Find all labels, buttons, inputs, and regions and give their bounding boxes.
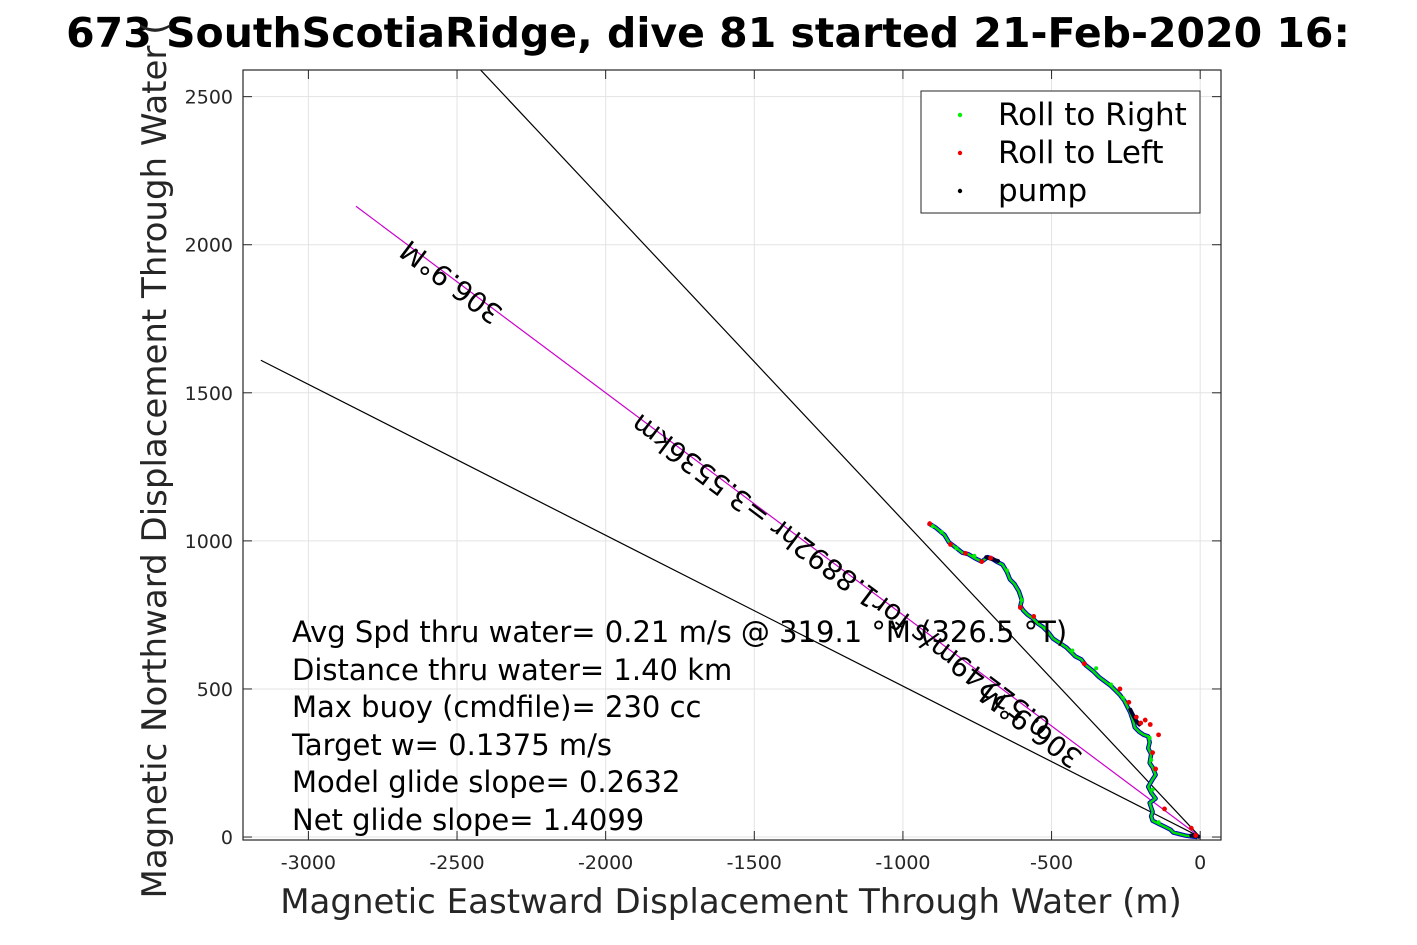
y-tick-label: 1000 xyxy=(185,531,233,553)
reference-line xyxy=(260,359,1201,838)
x-tick-label: -2000 xyxy=(578,852,633,874)
roll-left-point xyxy=(988,555,994,561)
roll-right-point xyxy=(1058,641,1063,646)
roll-right-point xyxy=(1147,735,1152,740)
legend-box xyxy=(920,90,1201,214)
track-line xyxy=(927,522,1198,839)
roll-left-point xyxy=(1081,661,1087,667)
x-tick-label: -2500 xyxy=(429,852,484,874)
x-tick-label: -3000 xyxy=(281,852,336,874)
roll-left-point xyxy=(979,559,985,565)
stats-block: Avg Spd thru water= 0.21 m/s @ 319.1 °M … xyxy=(291,615,1067,837)
roll-left-point xyxy=(1147,722,1153,727)
roll-right-point xyxy=(939,530,944,534)
axis-ticks: -3000 -2500 -2000 -1500 -1000 -500 0 0 500 1000 15… xyxy=(185,70,1221,874)
legend-marker-roll-left xyxy=(957,150,963,156)
roll-left-point xyxy=(1017,605,1023,610)
roll-right-point xyxy=(972,553,977,558)
stat-target-w: Target w= 0.1375 m/s xyxy=(291,728,612,762)
grid-lines xyxy=(243,70,1221,840)
roll-left-point xyxy=(1153,766,1159,772)
dive-track xyxy=(927,521,1201,840)
roll-right-point xyxy=(930,524,935,529)
stat-model-glide-slope: Model glide slope= 0.2632 xyxy=(292,765,680,799)
roll-right-point xyxy=(1109,682,1114,687)
roll-right-point xyxy=(1019,598,1024,603)
stat-max-buoy: Max buoy (cmdfile)= 230 cc xyxy=(292,690,701,724)
roll-left-point xyxy=(1031,614,1037,619)
roll-right-point xyxy=(1150,787,1155,792)
legend: Roll to Right Roll to Left pump xyxy=(920,90,1201,214)
chart-title: 673 SouthScotiaRidge, dive 81 started 21… xyxy=(66,9,1350,57)
roll-right-point xyxy=(1070,648,1075,653)
x-tick-label: 0 xyxy=(1194,852,1206,874)
roll-right-point xyxy=(1043,626,1048,631)
roll-right-point xyxy=(1149,758,1154,763)
y-tick-label: 0 xyxy=(221,827,233,849)
roll-left-point xyxy=(1133,714,1139,720)
reference-line xyxy=(479,70,1201,838)
roll-left-point xyxy=(1117,686,1123,692)
roll-left-point xyxy=(1138,720,1144,726)
stat-avg-speed: Avg Spd thru water= 0.21 m/s @ 319.1 °M … xyxy=(292,615,1067,649)
y-tick-label: 2000 xyxy=(185,235,233,257)
stat-distance: Distance thru water= 1.40 km xyxy=(292,653,732,687)
y-axis-label: Magnetic Northward Displacement Through … xyxy=(135,22,175,899)
legend-marker-pump xyxy=(957,188,963,194)
roll-left-point xyxy=(1156,732,1161,738)
roll-right-point xyxy=(1094,666,1099,671)
roll-left-point xyxy=(962,550,968,556)
reference-lines xyxy=(260,70,1201,838)
legend-label-pump: pump xyxy=(998,173,1087,209)
roll-left-point xyxy=(1188,825,1194,831)
reference-line xyxy=(355,205,1201,838)
x-tick-label: -1500 xyxy=(727,852,782,874)
roll-right-point xyxy=(954,546,959,551)
y-tick-label: 2500 xyxy=(185,87,233,109)
roll-left-point xyxy=(948,542,953,547)
roll-right-point xyxy=(1004,568,1009,573)
roll-left-point xyxy=(1162,806,1167,812)
roll-right-point xyxy=(1156,820,1161,825)
roll-left-point xyxy=(1150,750,1156,756)
plot-frame xyxy=(242,69,1222,841)
legend-marker-roll-right xyxy=(957,112,963,118)
roll-left-point xyxy=(1142,717,1148,723)
x-axis-label: Magnetic Eastward Displacement Through W… xyxy=(280,882,1182,922)
y-tick-label: 1500 xyxy=(185,383,233,405)
stat-net-glide-slope: Net glide slope= 1.4099 xyxy=(292,803,644,837)
legend-label-roll-right: Roll to Right xyxy=(998,97,1187,133)
legend-label-roll-left: Roll to Left xyxy=(998,135,1164,171)
y-tick-label: 500 xyxy=(197,679,233,701)
roll-right-point xyxy=(1120,695,1125,700)
x-tick-label: -500 xyxy=(1030,852,1073,874)
roll-left-point xyxy=(927,521,933,527)
roll-left-point xyxy=(1126,699,1132,705)
x-tick-label: -1000 xyxy=(875,852,930,874)
roll-left-point xyxy=(1193,833,1199,838)
